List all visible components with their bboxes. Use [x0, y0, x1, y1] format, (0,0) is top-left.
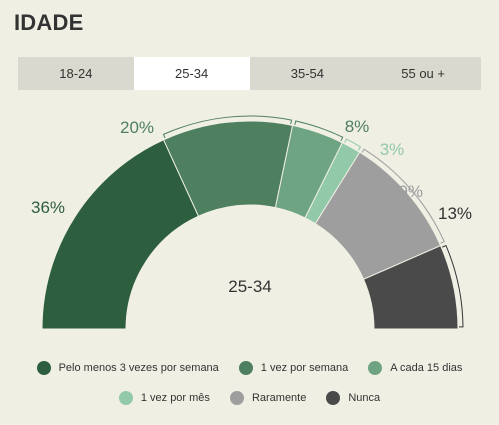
legend-label: 1 vez por mês [140, 392, 210, 404]
data-label: 19% [389, 182, 423, 201]
legend-label: Nunca [348, 392, 381, 404]
legend-label: A cada 15 dias [390, 362, 463, 374]
legend-swatch [368, 361, 383, 375]
slice-bracket [294, 120, 344, 142]
tab-35-54[interactable]: 35-54 [290, 66, 324, 81]
data-label: 13% [438, 204, 472, 223]
data-label: 36% [31, 198, 65, 217]
tab-55-plus[interactable]: 55 ou + [401, 66, 445, 81]
tab-18-24[interactable]: 18-24 [59, 66, 93, 81]
data-label: 8% [345, 117, 370, 136]
age-tabs: 18-24 25-34 35-54 55 ou + [18, 57, 481, 90]
data-label: 3% [380, 140, 405, 159]
legend-swatch [118, 391, 133, 405]
page-title: IDADE [14, 10, 84, 35]
legend-row-2: 1 vez por mês Raramente Nunca [0, 391, 499, 405]
legend-item: 1 vez por mês [118, 391, 210, 405]
legend-swatch [229, 391, 244, 405]
legend-item: Nunca [326, 391, 380, 405]
legend-label: 1 vez por semana [260, 362, 349, 374]
legend-swatch [326, 391, 341, 405]
legend-swatch [238, 361, 253, 375]
slice-bracket [344, 138, 362, 151]
legend-item: 1 vez por semana [238, 361, 349, 375]
legend-row-1: Pelo menos 3 vezes por semana 1 vez por s… [0, 361, 499, 375]
legend-label: Raramente [251, 392, 307, 404]
legend-swatch [36, 361, 51, 375]
slice-bracket [442, 244, 464, 328]
legend-item: A cada 15 dias [368, 361, 462, 375]
tab-25-34[interactable]: 25-34 [133, 57, 250, 90]
legend-item: Pelo menos 3 vezes por semana [36, 361, 219, 375]
slice-bracket [162, 115, 293, 139]
center-label: 25-34 [228, 277, 271, 296]
legend-label: Pelo menos 3 vezes por semana [58, 362, 219, 374]
data-label: 20% [120, 118, 154, 137]
donut-slice [362, 244, 459, 330]
donut-chart: 36% 20% 8% 3% 19% 13% 25-34 [31, 115, 472, 330]
donut-slice [41, 139, 200, 330]
legend-item: Raramente [229, 391, 307, 405]
slice-bracket [361, 148, 445, 244]
